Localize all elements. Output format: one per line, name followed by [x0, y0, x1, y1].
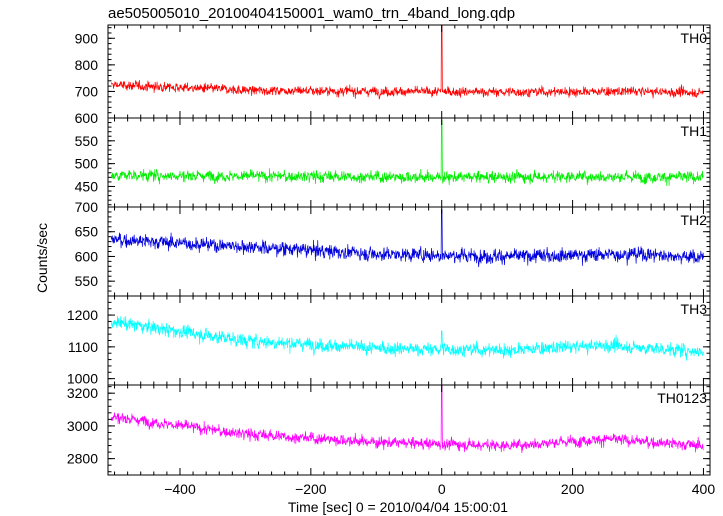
panel-th0123: 2800 3000 3200 TH0123 [67, 384, 711, 476]
panel-th1: 450 500 550 TH1 [75, 117, 711, 208]
x-tick-label: 0 [438, 481, 446, 497]
series-line-th3 [110, 315, 704, 361]
series-line-th2 [110, 209, 704, 268]
series-name: TH2 [681, 212, 708, 228]
series-name: TH0123 [657, 390, 707, 406]
x-tick-label: 200 [561, 481, 585, 497]
panel-frame [107, 24, 711, 119]
y-tick-label: 600 [75, 110, 99, 126]
y-tick-label: 800 [75, 57, 99, 73]
y-tick-label: 3000 [67, 418, 98, 434]
series-name: TH1 [681, 123, 708, 139]
x-axis: −400 −200 0 200 400 [164, 481, 715, 497]
series-line-th1 [110, 119, 704, 187]
y-tick-label: 550 [75, 133, 99, 149]
panel-frame [107, 384, 711, 476]
y-tick-label: 3200 [67, 385, 98, 401]
y-tick-label: 1100 [68, 339, 98, 355]
y-tick-label: 2800 [67, 451, 98, 467]
y-tick-label: 500 [75, 156, 99, 172]
y-axis-label: Counts/sec [34, 223, 50, 293]
series-line-th0123 [110, 385, 704, 454]
panel-th3: 1000 1100 1200 TH3 [67, 295, 711, 387]
y-tick-label: 650 [75, 224, 99, 240]
chart-title: ae505005010_20100404150001_wam0_trn_4ban… [108, 5, 515, 22]
panel-frame [107, 295, 711, 386]
y-tick-label: 1000 [67, 371, 98, 387]
panels: 600 700 800 900 TH0 450 500 550 TH1 550 600 650 700 T… [67, 24, 711, 476]
y-tick-label: 550 [75, 273, 99, 289]
y-tick-label: 900 [75, 30, 99, 46]
panel-frame [107, 117, 711, 208]
x-axis-label: Time [sec] 0 = 2010/04/04 15:00:01 [288, 499, 508, 515]
y-tick-label: 700 [75, 199, 99, 215]
panel-th0: 600 700 800 900 TH0 [75, 24, 711, 126]
series-line-th0 [110, 25, 704, 100]
series-name: TH3 [681, 301, 708, 317]
y-tick-label: 1200 [67, 307, 98, 323]
x-tick-label: 400 [692, 481, 716, 497]
x-tick-label: −400 [164, 481, 196, 497]
x-tick-label: −200 [295, 481, 327, 497]
panel-frame [107, 206, 711, 297]
y-tick-label: 450 [75, 178, 99, 194]
y-tick-label: 700 [75, 83, 99, 99]
panel-th2: 550 600 650 700 TH2 [75, 199, 711, 297]
series-name: TH0 [681, 30, 708, 46]
y-tick-label: 600 [75, 248, 99, 264]
